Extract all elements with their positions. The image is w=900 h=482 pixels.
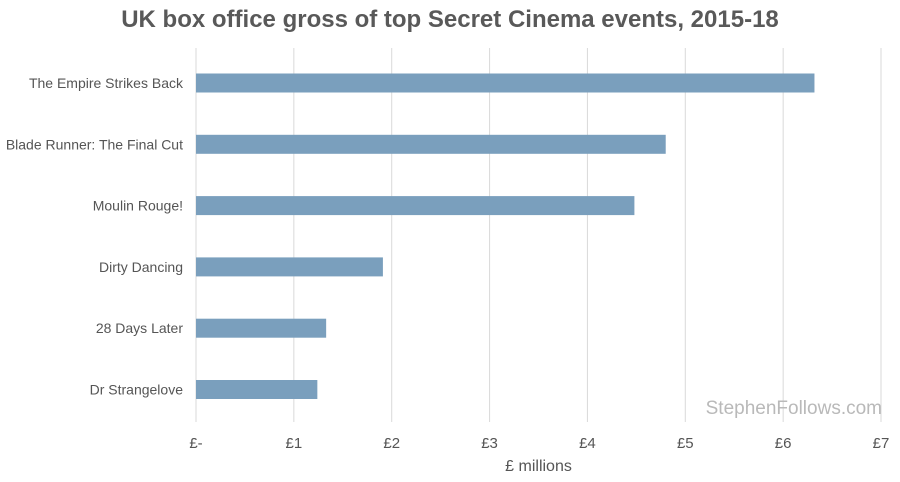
- bar: [196, 134, 666, 154]
- category-label: 28 Days Later: [96, 320, 183, 336]
- category-label: The Empire Strikes Back: [29, 75, 184, 91]
- x-tick-label: £2: [383, 435, 400, 452]
- category-label: Dirty Dancing: [99, 259, 183, 275]
- watermark: StephenFollows.com: [705, 398, 882, 419]
- bar: [196, 73, 815, 93]
- bar: [196, 196, 635, 216]
- x-tick-label: £-: [189, 435, 202, 452]
- bar: [196, 318, 327, 338]
- x-tick-label: £3: [481, 435, 498, 452]
- x-tick-label: £5: [677, 435, 694, 452]
- x-tick-label: £4: [579, 435, 596, 452]
- bar: [196, 380, 318, 399]
- category-label: Blade Runner: The Final Cut: [6, 136, 183, 152]
- x-axis-title: £ millions: [505, 458, 572, 475]
- x-tick-label: £7: [873, 435, 890, 452]
- category-label: Moulin Rouge!: [93, 198, 183, 214]
- x-tick-label: £6: [775, 435, 792, 452]
- category-label: Dr Strangelove: [90, 382, 184, 398]
- x-tick-label: £1: [286, 435, 303, 452]
- chart-title: UK box office gross of top Secret Cinema…: [121, 6, 779, 33]
- bar: [196, 257, 383, 277]
